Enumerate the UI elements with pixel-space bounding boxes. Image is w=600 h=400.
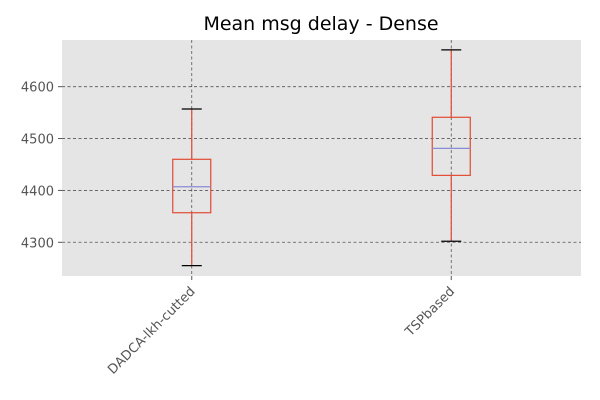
y-tick-label: 4500 bbox=[21, 133, 54, 148]
y-tick-label: 4300 bbox=[21, 236, 54, 251]
y-tick-label: 4600 bbox=[21, 81, 54, 96]
box-group-TSPbased bbox=[431, 49, 471, 242]
plot-area bbox=[62, 40, 581, 276]
chart-title: Mean msg delay - Dense bbox=[203, 13, 438, 35]
x-tick-label: TSPbased bbox=[402, 284, 458, 340]
boxes bbox=[172, 49, 471, 267]
box-group-DADCA-lkh-cutted bbox=[172, 108, 212, 267]
y-tick-label: 4400 bbox=[21, 184, 54, 199]
iqr-box bbox=[431, 116, 471, 176]
iqr-box bbox=[172, 158, 212, 214]
x-tick-label: DADCA-lkh-cutted bbox=[105, 284, 198, 377]
